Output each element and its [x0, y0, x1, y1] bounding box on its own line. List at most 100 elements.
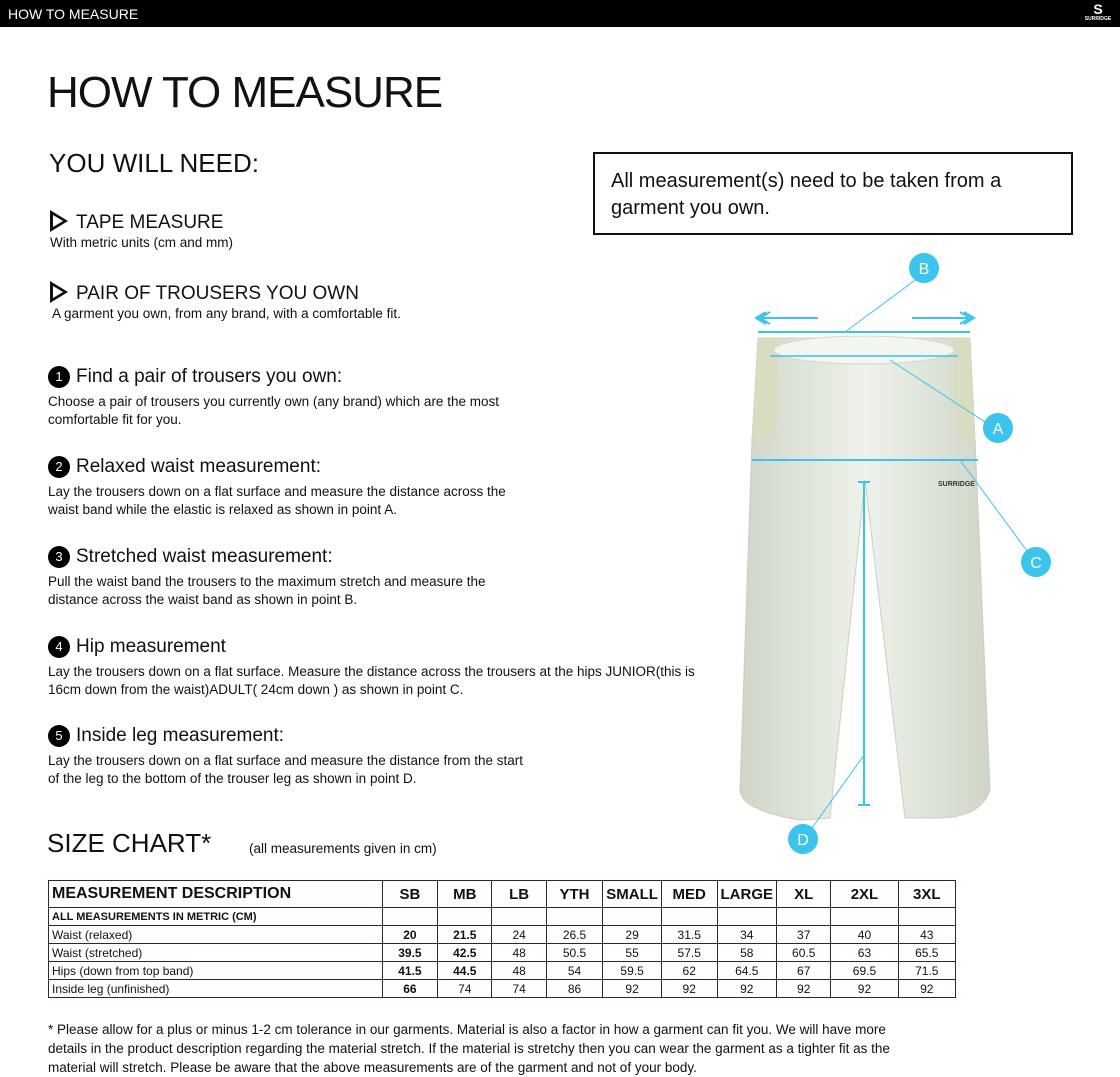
- table-cell: 92: [660, 979, 718, 998]
- step-number-icon: 3: [48, 546, 70, 568]
- step-title: Relaxed waist measurement:: [76, 456, 321, 477]
- step-2: 2 Relaxed waist measurement: Lay the trous…: [48, 456, 528, 519]
- column-header: MED: [660, 880, 718, 908]
- empty-cell: [776, 907, 832, 926]
- point-a-label: A: [993, 421, 1004, 438]
- table-cell: 57.5: [660, 943, 718, 962]
- table-cell: 59.5: [602, 961, 662, 980]
- table-cell: 63: [830, 943, 899, 962]
- step-desc: Lay the trousers down on a flat surface …: [48, 484, 506, 517]
- surridge-logo: S SURRIDGE: [1084, 1, 1112, 22]
- table-cell: 26.5: [545, 925, 604, 944]
- measurement-note: All measurement(s) need to be taken from…: [593, 152, 1073, 235]
- table-cell: 92: [897, 979, 957, 998]
- table-cell: 54: [545, 961, 604, 980]
- row-label: Inside leg (unfinished): [48, 979, 383, 998]
- need-item-title: PAIR OF TROUSERS YOU OWN: [76, 283, 359, 305]
- size-chart-subtitle: (all measurements given in cm): [249, 841, 437, 856]
- trousers-image: [739, 337, 991, 821]
- table-cell: 92: [776, 979, 832, 998]
- empty-cell: [830, 907, 899, 926]
- need-item-tape: TAPE MEASURE With metric units (cm and m…: [50, 210, 234, 252]
- empty-cell: [437, 907, 493, 926]
- empty-cell: [602, 907, 662, 926]
- column-header: LB: [491, 880, 547, 908]
- table-cell: 40: [830, 925, 899, 944]
- point-b-marker: [909, 253, 939, 283]
- point-a-marker: [983, 413, 1013, 443]
- table-cell: 64.5: [716, 961, 778, 980]
- table-row: Hips (down from top band) 41.5 44.5 48 54 59.…: [48, 961, 957, 980]
- size-chart-table: MEASUREMENT DESCRIPTION SB MB LB YTH SMALL MED…: [48, 880, 957, 998]
- table-cell: 44.5: [437, 961, 493, 980]
- step-title: Find a pair of trousers you own:: [76, 366, 343, 387]
- step-number-icon: 5: [48, 725, 70, 747]
- trousers-diagram: SURRIDGE B A C D: [739, 253, 1051, 854]
- point-b-label: B: [919, 261, 930, 278]
- table-header-row: MEASUREMENT DESCRIPTION SB MB LB YTH SMALL MED…: [48, 880, 957, 908]
- step-desc: Pull the waist band the trousers to the …: [48, 574, 486, 607]
- need-item-title: TAPE MEASURE: [76, 212, 224, 234]
- table-cell: 34: [716, 925, 778, 944]
- table-cell: 43: [897, 925, 957, 944]
- step-desc: Lay the trousers down on a flat surface …: [48, 753, 524, 786]
- step-5: 5 Inside leg measurement: Lay the trousers…: [48, 725, 528, 788]
- table-cell: 65.5: [897, 943, 957, 962]
- step-4: 4 Hip measurement Lay the trousers down on…: [48, 636, 708, 699]
- column-header: 3XL: [897, 880, 957, 908]
- table-cell: 37: [776, 925, 832, 944]
- column-header: YTH: [545, 880, 604, 908]
- table-cell: 86: [545, 979, 604, 998]
- table-cell: 92: [716, 979, 778, 998]
- step-desc: Choose a pair of trousers you currently …: [48, 394, 499, 427]
- table-cell: 48: [491, 961, 547, 980]
- table-row: Waist (stretched) 39.5 42.5 48 50.5 55 57.5 58 6…: [48, 943, 957, 962]
- table-cell: 74: [437, 979, 493, 998]
- empty-cell: [897, 907, 957, 926]
- row-label: Hips (down from top band): [48, 961, 383, 980]
- table-cell: 55: [602, 943, 662, 962]
- table-cell: 69.5: [830, 961, 899, 980]
- column-header: SMALL: [602, 880, 662, 908]
- footnote: * Please allow for a plus or minus 1-2 c…: [48, 1022, 890, 1075]
- garment-logo: SURRIDGE: [938, 481, 975, 488]
- empty-cell: [545, 907, 604, 926]
- point-d-marker: [788, 824, 818, 854]
- row-label: Waist (relaxed): [48, 925, 383, 944]
- table-cell: 29: [602, 925, 662, 944]
- step-number-icon: 1: [48, 366, 70, 388]
- table-cell: 92: [830, 979, 899, 998]
- table-cell: 48: [491, 943, 547, 962]
- table-cell: 39.5: [381, 943, 439, 962]
- table-cell: 66: [381, 979, 439, 998]
- need-item-desc: With metric units (cm and mm): [50, 235, 234, 251]
- section-row: ALL MEASUREMENTS IN METRIC (CM): [48, 907, 957, 926]
- step-number-icon: 2: [48, 456, 70, 478]
- top-bar-title: HOW TO MEASURE: [8, 6, 139, 22]
- table-cell: 60.5: [776, 943, 832, 962]
- table-cell: 42.5: [437, 943, 493, 962]
- you-will-need-heading: YOU WILL NEED:: [49, 148, 259, 178]
- table-cell: 24: [491, 925, 547, 944]
- top-bar: HOW TO MEASURE S SURRIDGE: [0, 0, 1120, 27]
- play-arrow-icon: [50, 210, 68, 232]
- table-cell: 62: [660, 961, 718, 980]
- column-header: XL: [776, 880, 832, 908]
- table-cell: 92: [602, 979, 662, 998]
- column-header: SB: [381, 880, 439, 908]
- step-desc: Lay the trousers down on a flat surface.…: [48, 664, 695, 697]
- step-number-icon: 4: [48, 636, 70, 658]
- empty-cell: [381, 907, 439, 926]
- table-cell: 71.5: [897, 961, 957, 980]
- step-title: Stretched waist measurement:: [76, 546, 333, 567]
- table-row: Inside leg (unfinished) 66 74 74 86 92 92 92 92 9…: [48, 979, 957, 998]
- need-item-trousers: PAIR OF TROUSERS YOU OWN A garment you o…: [50, 281, 401, 323]
- empty-cell: [491, 907, 547, 926]
- play-arrow-icon: [50, 281, 68, 303]
- table-cell: 74: [491, 979, 547, 998]
- table-cell: 20: [381, 925, 439, 944]
- step-title: Inside leg measurement:: [76, 725, 285, 746]
- table-cell: 41.5: [381, 961, 439, 980]
- empty-cell: [660, 907, 718, 926]
- point-c-label: C: [1030, 555, 1042, 572]
